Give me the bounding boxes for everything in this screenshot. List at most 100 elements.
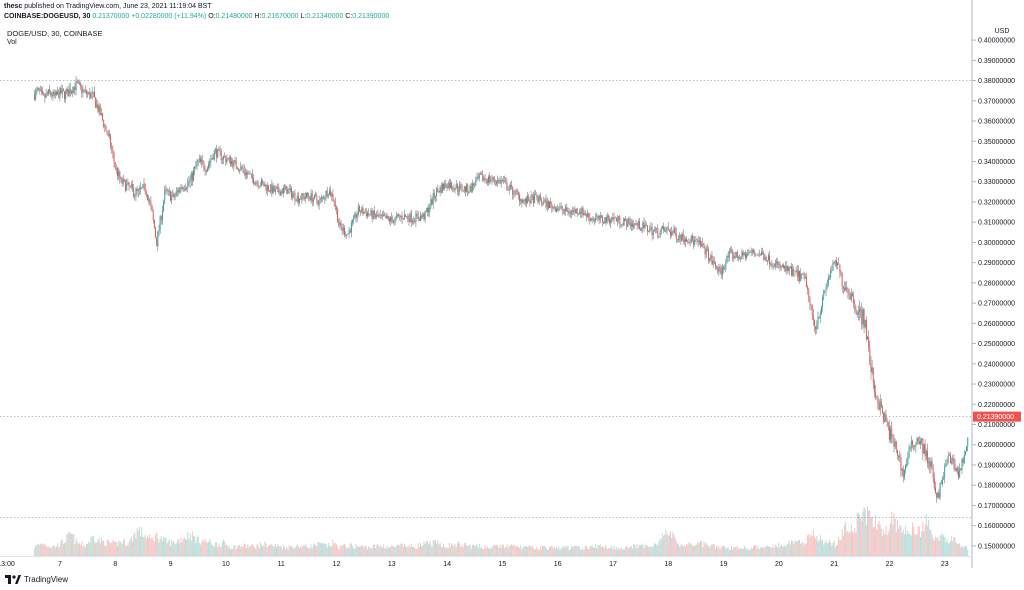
volume-bar [702,547,704,556]
candle-body [854,303,856,311]
volume-bar [691,545,693,556]
volume-bar [45,545,47,556]
volume-bar [338,549,340,556]
candle-body [210,159,212,163]
volume-bar [615,546,617,556]
volume-bar [581,547,583,556]
candle-body [951,461,953,464]
candle-body [385,215,387,219]
volume-bar [167,540,169,556]
last-price-label: 0.21390000 [977,414,1014,421]
volume-bar [496,544,498,556]
volume-bar [390,547,392,556]
volume-bar [959,543,961,556]
volume-bar [735,547,737,556]
candle-body [504,180,506,182]
volume-bar [248,547,250,556]
volume-bar [947,543,949,556]
tradingview-logo-icon [5,575,21,584]
candle-body [282,187,284,194]
volume-bar [317,541,319,556]
candle-body [648,231,650,233]
volume-bar [226,544,228,556]
volume-bar [923,531,925,556]
volume-bar [847,530,849,556]
y-tick-label: 0.34000000 [978,159,1015,166]
candle-body [176,190,178,192]
candle-body [295,200,297,202]
candle-body [689,242,691,244]
candle-body [262,180,264,183]
volume-bar [280,546,282,556]
candle-body [668,229,670,232]
candle-body [780,266,782,268]
volume-bar [318,542,320,556]
volume-bar [596,548,598,556]
y-tick-label: 0.27000000 [978,301,1015,308]
volume-bar [334,542,336,556]
candle-body [674,227,676,234]
volume-bar [650,546,652,556]
candle-body [322,197,324,198]
candle-body [411,220,413,222]
volume-bar [657,545,659,556]
volume-bar [598,545,600,556]
volume-bar [796,541,798,556]
candle-body [80,83,82,87]
volume-bar [287,549,289,556]
candle-body [763,254,765,260]
candle-body [434,196,436,198]
brand-footer[interactable]: TradingView [5,575,68,584]
candle-body [143,183,145,185]
candle-body [362,207,364,214]
candle-body [679,235,681,239]
candle-body [352,220,354,223]
candle-body [742,251,744,256]
volume-bar [549,546,551,556]
volume-bar [218,543,220,556]
volume-bar [447,547,449,556]
candle-body [118,171,120,177]
candle-body [733,256,735,259]
volume-bar [569,549,571,556]
volume-bar [304,543,306,556]
candle-body [58,91,60,98]
candle-body [163,201,165,211]
candle-body [307,192,309,196]
candle-body [474,185,476,187]
volume-bar [395,546,397,556]
candle-body [522,200,524,204]
candle-body [69,89,71,94]
volume-bar [264,541,266,556]
volume-bar [830,542,832,556]
candle-body [842,286,844,289]
candle-body [718,266,720,272]
candle-body [922,438,924,454]
candle-body [410,213,412,222]
volume-bar [793,543,795,556]
volume-bar [733,547,735,556]
candle-body [939,482,941,498]
volume-bar [804,543,806,556]
y-tick-label: 0.36000000 [978,119,1015,126]
candle-body [539,195,541,201]
candle-body [918,441,920,444]
candle-body [759,254,761,256]
volume-bar [409,547,411,556]
candle-body [589,217,591,221]
volume-bar [72,534,74,556]
candle-body [611,217,613,221]
volume-bar [543,545,545,556]
candle-body [832,262,834,271]
candle-body [92,91,94,93]
candle-body [443,184,445,189]
volume-bar [166,543,168,556]
candle-body [926,450,928,463]
candle-body [112,150,114,154]
candle-body [856,310,858,315]
volume-bar [476,543,478,556]
volume-bar [603,547,605,556]
volume-bar [835,544,837,556]
candle-body [293,192,295,195]
